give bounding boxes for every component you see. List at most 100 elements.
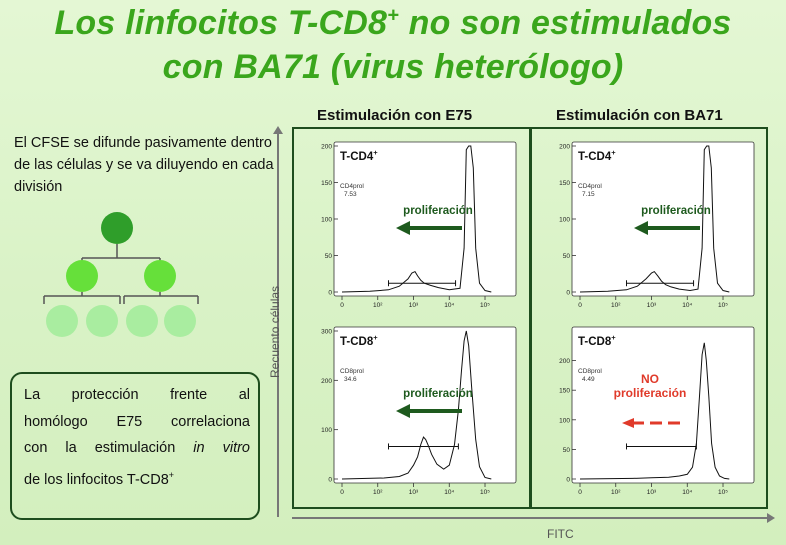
y-tick-label: 0 (566, 290, 570, 297)
y-tick-label: 150 (559, 180, 570, 187)
histogram-line (579, 145, 730, 293)
cell-generation-1 (144, 260, 176, 292)
x-tick-label: 0 (578, 489, 582, 496)
conclusion-text: de los linfocitos T-CD8 (24, 471, 169, 488)
histogram-line (341, 145, 492, 293)
x-tick-label: 10⁵ (480, 302, 490, 309)
x-tick-label: 0 (578, 302, 582, 309)
y-tick-label: 0 (566, 477, 570, 484)
y-axis-line (277, 132, 279, 517)
plot-area (571, 326, 755, 484)
y-tick-label: 200 (321, 378, 332, 385)
cell-generation-0 (101, 212, 133, 244)
gate-name: CD4prol (578, 183, 602, 190)
panel-label: T-CD8+ (340, 333, 378, 348)
x-axis-label: FITC (547, 527, 574, 541)
y-tick-label: 0 (328, 290, 332, 297)
title-text: Los linfocitos T-CD8 (54, 4, 388, 42)
column-title-e75: Estimulación con E75 (317, 107, 473, 124)
conclusion-text: con la estimulación (24, 440, 194, 456)
y-tick-label: 100 (321, 427, 332, 434)
conclusion-box: La protección frente al homólogo E75 cor… (10, 372, 260, 520)
y-tick-label: 0 (328, 477, 332, 484)
x-axis-line (292, 517, 770, 519)
plot-area (333, 326, 517, 484)
y-tick-label: 150 (321, 180, 332, 187)
x-axis-arrow-icon (767, 513, 775, 523)
gate-name: CD8prol (578, 368, 602, 375)
y-tick-label: 50 (563, 447, 571, 454)
gate-value: 7.15 (582, 191, 595, 198)
x-tick-label: 10² (611, 489, 621, 496)
x-tick-label: 10² (611, 302, 621, 309)
x-tick-label: 10⁴ (444, 489, 454, 496)
panel-label-superscript: + (373, 333, 378, 342)
y-tick-label: 300 (321, 329, 332, 336)
x-tick-label: 10⁵ (480, 489, 490, 496)
histogram-line (579, 342, 730, 480)
y-tick-label: 150 (559, 388, 570, 395)
proliferation-arrow-icon (634, 221, 648, 235)
x-tick-label: 10⁴ (682, 302, 692, 309)
plot-area (333, 141, 517, 297)
conclusion-line: homólogo E75 correlaciona (24, 413, 250, 430)
x-tick-label: 10⁵ (718, 489, 728, 496)
y-tick-label: 100 (559, 217, 570, 224)
annotation-text: proliferación (614, 386, 687, 400)
histogram-ba71-cd4: 0 50 100 150 200 0 10² 10³ 10⁴ 10⁵ T-CD4+ CD4prol7.… (559, 141, 755, 309)
y-tick-label: 50 (563, 253, 571, 260)
histogram-ba71-cd8: 0 50 100 150 200 0 10² 10³ 10⁴ 10⁵ T-CD8+ CD8prol4.… (559, 326, 755, 496)
histogram-e75-cd8: 0 100 200 300 0 10² 10³ 10⁴ 10⁵ T-CD8+ CD8prol34.6… (321, 326, 517, 496)
proliferation-arrow-icon (396, 404, 410, 418)
gate-value: 7.53 (344, 191, 357, 198)
cell-generation-2 (126, 305, 158, 337)
y-tick-label: 100 (559, 417, 570, 424)
no-proliferation-arrow-icon (622, 418, 634, 428)
y-tick-label: 200 (559, 358, 570, 365)
conclusion-line: con la estimulación in vitro (24, 435, 250, 462)
conclusion-line: La protección frente al (24, 387, 250, 403)
y-tick-label: 200 (321, 144, 332, 151)
histogram-e75-cd4: 0 50 100 150 200 0 10² 10³ 10⁴ 10⁵ T-CD4+ CD4prol7.… (321, 141, 517, 309)
panel-label: T-CD4+ (340, 148, 378, 163)
column-title-ba71: Estimulación con BA71 (556, 107, 723, 124)
annotation-text: proliferación (403, 388, 473, 400)
cell-generation-2 (86, 305, 118, 337)
y-tick-label: 100 (321, 217, 332, 224)
conclusion-line: de los linfocitos T-CD8+ (24, 462, 250, 493)
panel-label-superscript: + (373, 148, 378, 157)
x-tick-label: 10² (373, 489, 383, 496)
x-tick-label: 10⁴ (444, 302, 454, 309)
gate-value: 4.49 (582, 376, 595, 383)
x-tick-label: 10⁴ (682, 489, 692, 496)
x-tick-label: 10³ (647, 302, 657, 309)
annotation-text: proliferación (641, 205, 711, 217)
gate-name: CD8prol (340, 368, 364, 375)
gate-value: 34.6 (344, 376, 357, 383)
panel-label-superscript: + (611, 148, 616, 157)
x-tick-label: 10³ (409, 302, 419, 309)
intro-text: El CFSE se difunde pasivamente dentro de… (14, 135, 274, 195)
x-tick-label: 0 (340, 302, 344, 309)
title-superscript: + (387, 4, 400, 27)
title-line-2: con BA71 (virus heterólogo) (162, 48, 624, 86)
x-tick-label: 10² (373, 302, 383, 309)
panel-label: T-CD4+ (578, 148, 616, 163)
conclusion-italic: in vitro (193, 440, 250, 456)
conclusion-superscript: + (168, 469, 175, 480)
y-tick-label: 200 (559, 144, 570, 151)
annotation-text: NO (641, 372, 659, 386)
histogram-line (341, 330, 492, 480)
x-tick-label: 0 (340, 489, 344, 496)
y-axis-arrow-icon (273, 126, 283, 134)
cell-generation-2 (46, 305, 78, 337)
title-line-1: Los linfocitos T-CD8+ no son estimulados (0, 4, 786, 43)
x-tick-label: 10⁵ (718, 302, 728, 309)
x-tick-label: 10³ (409, 489, 419, 496)
plot-area (571, 141, 755, 297)
panel-label-superscript: + (611, 333, 616, 342)
proliferation-arrow-icon (396, 221, 410, 235)
annotation-text: proliferación (403, 205, 473, 217)
y-tick-label: 50 (325, 253, 333, 260)
y-axis-label-text: Recuento células (268, 285, 282, 378)
